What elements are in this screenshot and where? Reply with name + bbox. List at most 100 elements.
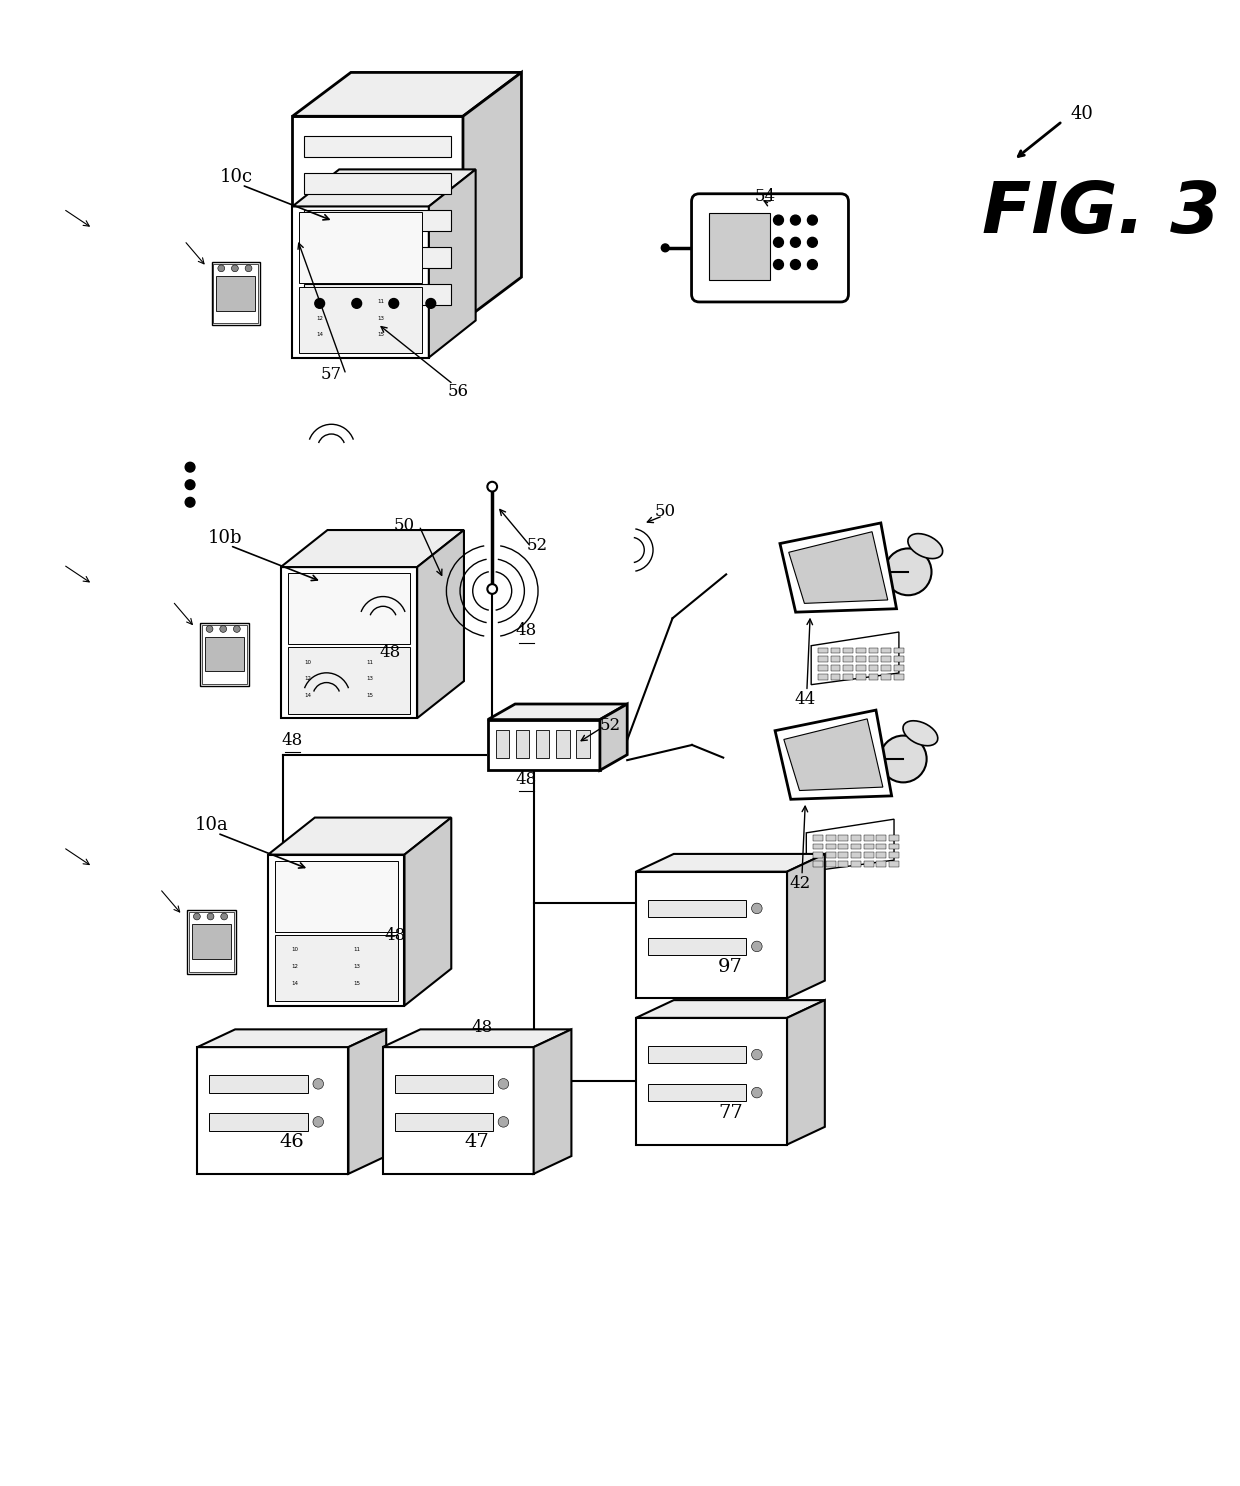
Bar (288, 646, 410, 713)
Circle shape (218, 265, 224, 272)
Polygon shape (268, 854, 404, 1006)
Bar (889, 844, 899, 850)
Text: 48: 48 (379, 643, 401, 661)
Bar (864, 835, 873, 841)
Bar (882, 675, 892, 679)
Text: 10a: 10a (195, 816, 228, 834)
Bar (205, 636, 244, 672)
Bar (894, 648, 904, 654)
Bar (831, 657, 841, 663)
Polygon shape (789, 532, 888, 603)
Bar (851, 860, 861, 866)
Text: 14: 14 (305, 692, 311, 698)
Bar (856, 648, 866, 654)
Bar (889, 853, 899, 859)
Bar (813, 835, 823, 841)
Bar (838, 860, 848, 866)
Circle shape (807, 260, 817, 269)
Text: 52: 52 (599, 716, 620, 734)
Bar (894, 657, 904, 663)
Text: 48: 48 (281, 731, 303, 749)
Bar (831, 675, 841, 679)
Text: 48: 48 (516, 623, 537, 639)
Polygon shape (383, 1048, 533, 1174)
Bar (516, 730, 529, 758)
Polygon shape (487, 704, 627, 719)
Bar (882, 657, 892, 663)
Bar (202, 624, 247, 684)
Bar (192, 924, 231, 958)
Circle shape (185, 498, 195, 507)
Polygon shape (600, 704, 627, 770)
Text: 12: 12 (291, 964, 299, 969)
Text: 13: 13 (366, 676, 373, 682)
Bar (869, 666, 878, 672)
Polygon shape (280, 531, 464, 568)
Bar (217, 276, 255, 311)
Polygon shape (293, 207, 429, 358)
Text: 10c: 10c (219, 168, 253, 186)
Circle shape (790, 260, 800, 269)
Bar (649, 938, 746, 955)
Bar (818, 675, 828, 679)
Bar (882, 648, 892, 654)
Bar (213, 265, 258, 324)
Circle shape (880, 736, 926, 782)
Circle shape (219, 626, 227, 633)
Circle shape (790, 238, 800, 247)
Text: 10: 10 (305, 660, 311, 664)
Bar (649, 1083, 746, 1101)
Text: 52: 52 (526, 536, 547, 554)
Polygon shape (636, 1000, 825, 1018)
Bar (826, 860, 836, 866)
Text: 10: 10 (316, 299, 324, 305)
Bar (877, 844, 887, 850)
Text: 15: 15 (353, 981, 361, 985)
Circle shape (884, 548, 931, 596)
Circle shape (185, 480, 195, 489)
Bar (889, 835, 899, 841)
Bar (818, 666, 828, 672)
Polygon shape (348, 1030, 386, 1174)
Text: 97: 97 (718, 957, 743, 976)
Polygon shape (487, 719, 600, 770)
Polygon shape (197, 1030, 386, 1048)
Polygon shape (787, 1000, 825, 1144)
Bar (304, 135, 451, 158)
Bar (200, 623, 248, 687)
Bar (275, 860, 398, 932)
Bar (813, 853, 823, 859)
Bar (843, 648, 853, 654)
Circle shape (774, 260, 784, 269)
Bar (826, 844, 836, 850)
Bar (649, 899, 746, 917)
Bar (869, 657, 878, 663)
Text: 47: 47 (465, 1134, 490, 1152)
Text: 46: 46 (279, 1134, 304, 1152)
Circle shape (751, 903, 763, 914)
Polygon shape (784, 719, 883, 791)
Polygon shape (806, 819, 894, 872)
Bar (864, 860, 873, 866)
Circle shape (352, 299, 362, 308)
Bar (288, 574, 410, 643)
Bar (843, 675, 853, 679)
Text: 48: 48 (516, 771, 537, 788)
Ellipse shape (908, 533, 942, 559)
Bar (304, 172, 451, 195)
Polygon shape (463, 73, 522, 321)
Bar (818, 648, 828, 654)
Bar (577, 730, 590, 758)
Bar (838, 853, 848, 859)
Polygon shape (404, 817, 451, 1006)
Bar (894, 675, 904, 679)
Circle shape (221, 912, 228, 920)
Bar (877, 835, 887, 841)
Bar (709, 214, 770, 279)
Bar (843, 657, 853, 663)
Polygon shape (417, 531, 464, 718)
Bar (826, 835, 836, 841)
Circle shape (487, 481, 497, 492)
Text: 10b: 10b (207, 529, 242, 547)
Circle shape (425, 299, 435, 308)
